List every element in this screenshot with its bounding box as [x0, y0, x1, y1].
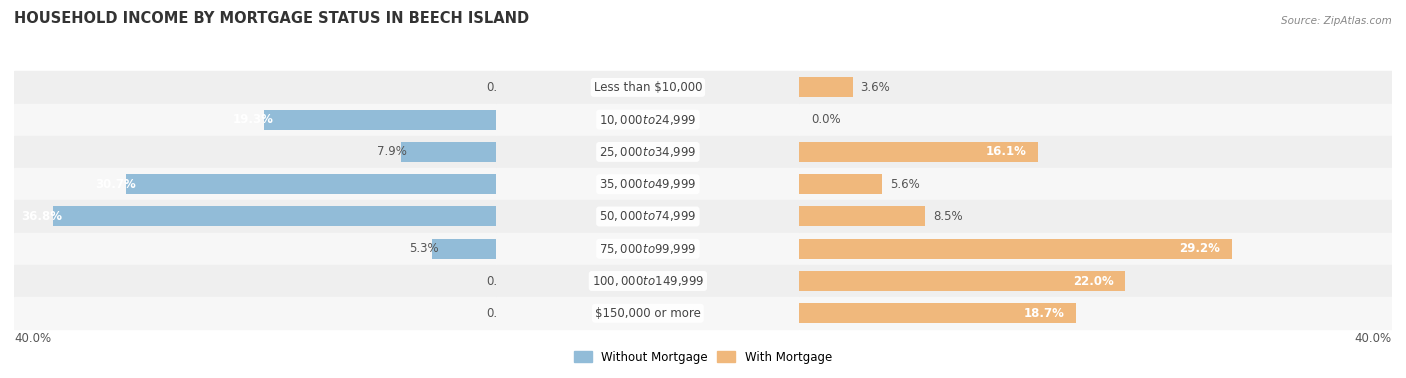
Bar	[496, 297, 800, 329]
Bar	[127, 174, 496, 194]
Bar	[800, 271, 1125, 291]
Bar	[14, 232, 496, 265]
Text: HOUSEHOLD INCOME BY MORTGAGE STATUS IN BEECH ISLAND: HOUSEHOLD INCOME BY MORTGAGE STATUS IN B…	[14, 11, 529, 26]
Text: $75,000 to $99,999: $75,000 to $99,999	[599, 242, 696, 256]
Text: 3.6%: 3.6%	[860, 81, 890, 94]
Text: Source: ZipAtlas.com: Source: ZipAtlas.com	[1281, 17, 1392, 26]
Text: 36.8%: 36.8%	[21, 210, 62, 223]
Text: 7.9%: 7.9%	[377, 146, 408, 158]
Bar	[800, 136, 1392, 168]
Bar	[800, 174, 883, 194]
Bar	[496, 168, 800, 200]
Bar	[496, 104, 800, 136]
Bar	[14, 104, 496, 136]
Bar	[14, 168, 496, 200]
Bar	[800, 200, 1392, 232]
Bar	[800, 142, 1038, 162]
Bar	[496, 232, 800, 265]
Bar	[800, 265, 1392, 297]
Text: $35,000 to $49,999: $35,000 to $49,999	[599, 177, 696, 191]
Bar	[401, 142, 496, 162]
Text: 5.3%: 5.3%	[409, 242, 439, 255]
Text: 16.1%: 16.1%	[986, 146, 1026, 158]
Bar	[800, 232, 1392, 265]
Text: Less than $10,000: Less than $10,000	[593, 81, 702, 94]
Bar	[14, 200, 496, 232]
Bar	[14, 297, 496, 329]
Text: 22.0%: 22.0%	[1073, 274, 1114, 288]
Bar	[496, 200, 800, 232]
Text: 5.6%: 5.6%	[890, 178, 920, 191]
Bar	[800, 303, 1077, 323]
Bar	[800, 297, 1392, 329]
Text: 18.7%: 18.7%	[1024, 307, 1064, 320]
Bar	[800, 239, 1232, 259]
Legend: Without Mortgage, With Mortgage: Without Mortgage, With Mortgage	[569, 346, 837, 368]
Bar	[52, 206, 496, 226]
Bar	[496, 265, 800, 297]
Text: 0.0%: 0.0%	[811, 113, 841, 126]
Text: $10,000 to $24,999: $10,000 to $24,999	[599, 113, 696, 127]
Text: 0.0%: 0.0%	[486, 307, 516, 320]
Text: $100,000 to $149,999: $100,000 to $149,999	[592, 274, 704, 288]
Text: 29.2%: 29.2%	[1180, 242, 1220, 255]
Bar	[496, 136, 800, 168]
Text: $25,000 to $34,999: $25,000 to $34,999	[599, 145, 696, 159]
Text: $150,000 or more: $150,000 or more	[595, 307, 700, 320]
Bar	[433, 239, 496, 259]
Bar	[14, 71, 496, 104]
Bar	[800, 71, 1392, 104]
Text: 40.0%: 40.0%	[1355, 332, 1392, 345]
Text: 40.0%: 40.0%	[14, 332, 51, 345]
Bar	[800, 168, 1392, 200]
Bar	[800, 77, 853, 98]
Text: 0.0%: 0.0%	[486, 81, 516, 94]
Bar	[800, 206, 925, 226]
Bar	[14, 265, 496, 297]
Text: 8.5%: 8.5%	[932, 210, 962, 223]
Text: $50,000 to $74,999: $50,000 to $74,999	[599, 209, 696, 223]
Text: 30.7%: 30.7%	[96, 178, 136, 191]
Bar	[264, 110, 496, 130]
Bar	[496, 71, 800, 104]
Bar	[800, 104, 1392, 136]
Text: 19.3%: 19.3%	[232, 113, 273, 126]
Bar	[14, 136, 496, 168]
Text: 0.0%: 0.0%	[486, 274, 516, 288]
